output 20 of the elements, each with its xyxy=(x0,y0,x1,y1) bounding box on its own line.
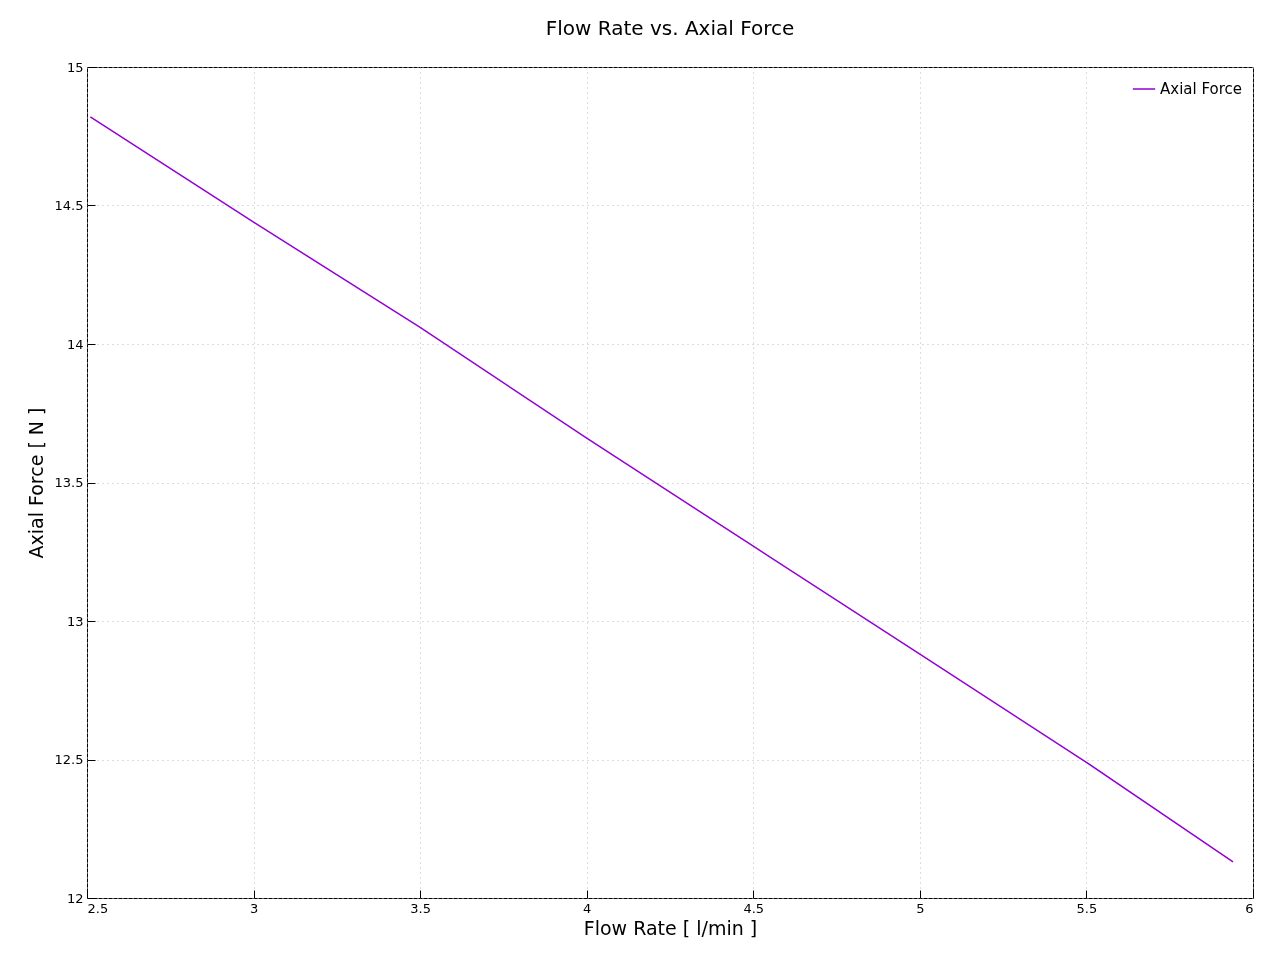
x-tick-label: 2.5 xyxy=(87,900,109,916)
y-tick-label: 12 xyxy=(66,890,84,906)
x-tick-label: 3.5 xyxy=(410,900,431,916)
y-tick-label: 14 xyxy=(66,336,84,352)
x-tick-label: 3 xyxy=(249,900,259,916)
y-tick-label: 15 xyxy=(66,59,84,75)
chart-title: Flow Rate vs. Axial Force xyxy=(545,16,795,40)
x-axis-title: Flow Rate [ l/min ] xyxy=(583,916,758,939)
x-tick-label: 5 xyxy=(916,900,925,916)
line-series xyxy=(89,116,1234,863)
y-tick-label: 14.5 xyxy=(54,198,84,213)
x-tick-label: 4 xyxy=(583,900,592,916)
y-tick-label: 12.5 xyxy=(54,752,84,767)
y-tick-label: 13 xyxy=(66,613,84,629)
y-axis-title: Axial Force [ N ] xyxy=(24,407,47,559)
y-tick-label: 13.5 xyxy=(54,475,84,490)
x-tick-label: 6 xyxy=(1245,900,1254,916)
x-tick-label: 5.5 xyxy=(1076,900,1098,916)
x-tick-label: 4.5 xyxy=(743,900,765,916)
legend-label: Axial Force xyxy=(1160,80,1243,98)
